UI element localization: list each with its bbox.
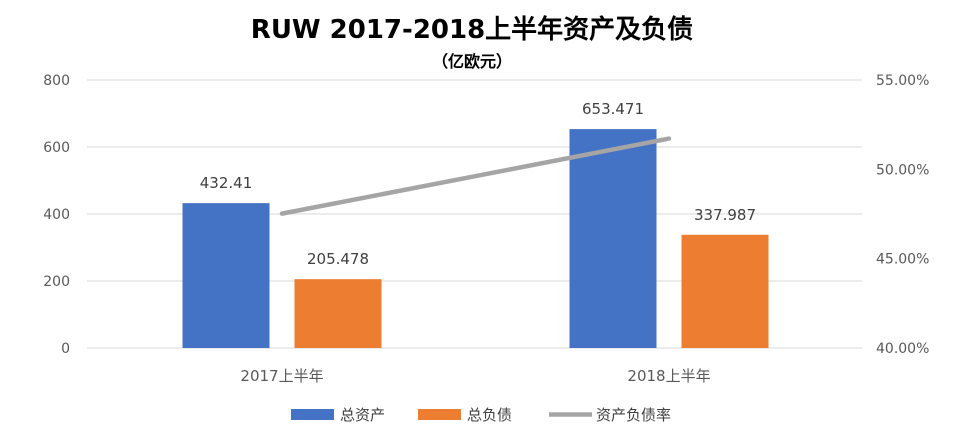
bar-data-label: 337.987 <box>694 206 756 224</box>
left-tick-label: 800 <box>43 73 70 89</box>
category-axis: 2017上半年 2018上半年 <box>240 367 710 385</box>
bar <box>182 203 270 348</box>
line-series <box>279 136 672 216</box>
right-axis: 40.00% 45.00% 50.00% 55.00% <box>876 73 929 357</box>
right-tick-label: 55.00% <box>876 73 929 89</box>
left-axis: 0 200 400 600 800 <box>43 73 70 357</box>
bar-data-label: 432.41 <box>200 174 253 192</box>
left-tick-label: 600 <box>43 140 70 156</box>
legend: 总资产 总负债 资产负债率 <box>291 406 671 424</box>
bar <box>681 234 769 348</box>
legend-label: 总负债 <box>467 406 512 424</box>
right-tick-label: 45.00% <box>876 252 929 268</box>
bar-data-label: 205.478 <box>307 250 369 268</box>
category-label: 2017上半年 <box>240 367 323 385</box>
left-tick-label: 400 <box>43 207 70 223</box>
legend-swatch <box>291 409 334 420</box>
legend-label: 资产负债率 <box>596 406 671 424</box>
chart-subtitle: （亿欧元） <box>432 52 512 71</box>
right-tick-label: 40.00% <box>876 341 929 357</box>
category-label: 2018上半年 <box>627 367 710 385</box>
left-tick-label: 0 <box>61 341 70 357</box>
left-tick-label: 200 <box>43 274 70 290</box>
bar <box>294 279 382 348</box>
chart-title: RUW 2017-2018上半年资产及负债 <box>251 14 693 45</box>
data-labels: 432.41 653.471 205.478 337.987 <box>200 100 756 268</box>
bar-data-label: 653.471 <box>582 100 644 118</box>
ratio-line <box>279 136 672 216</box>
right-tick-label: 50.00% <box>876 162 929 178</box>
legend-label: 总资产 <box>340 406 385 424</box>
bars <box>182 129 769 348</box>
bar <box>569 129 657 348</box>
legend-swatch <box>418 409 461 420</box>
